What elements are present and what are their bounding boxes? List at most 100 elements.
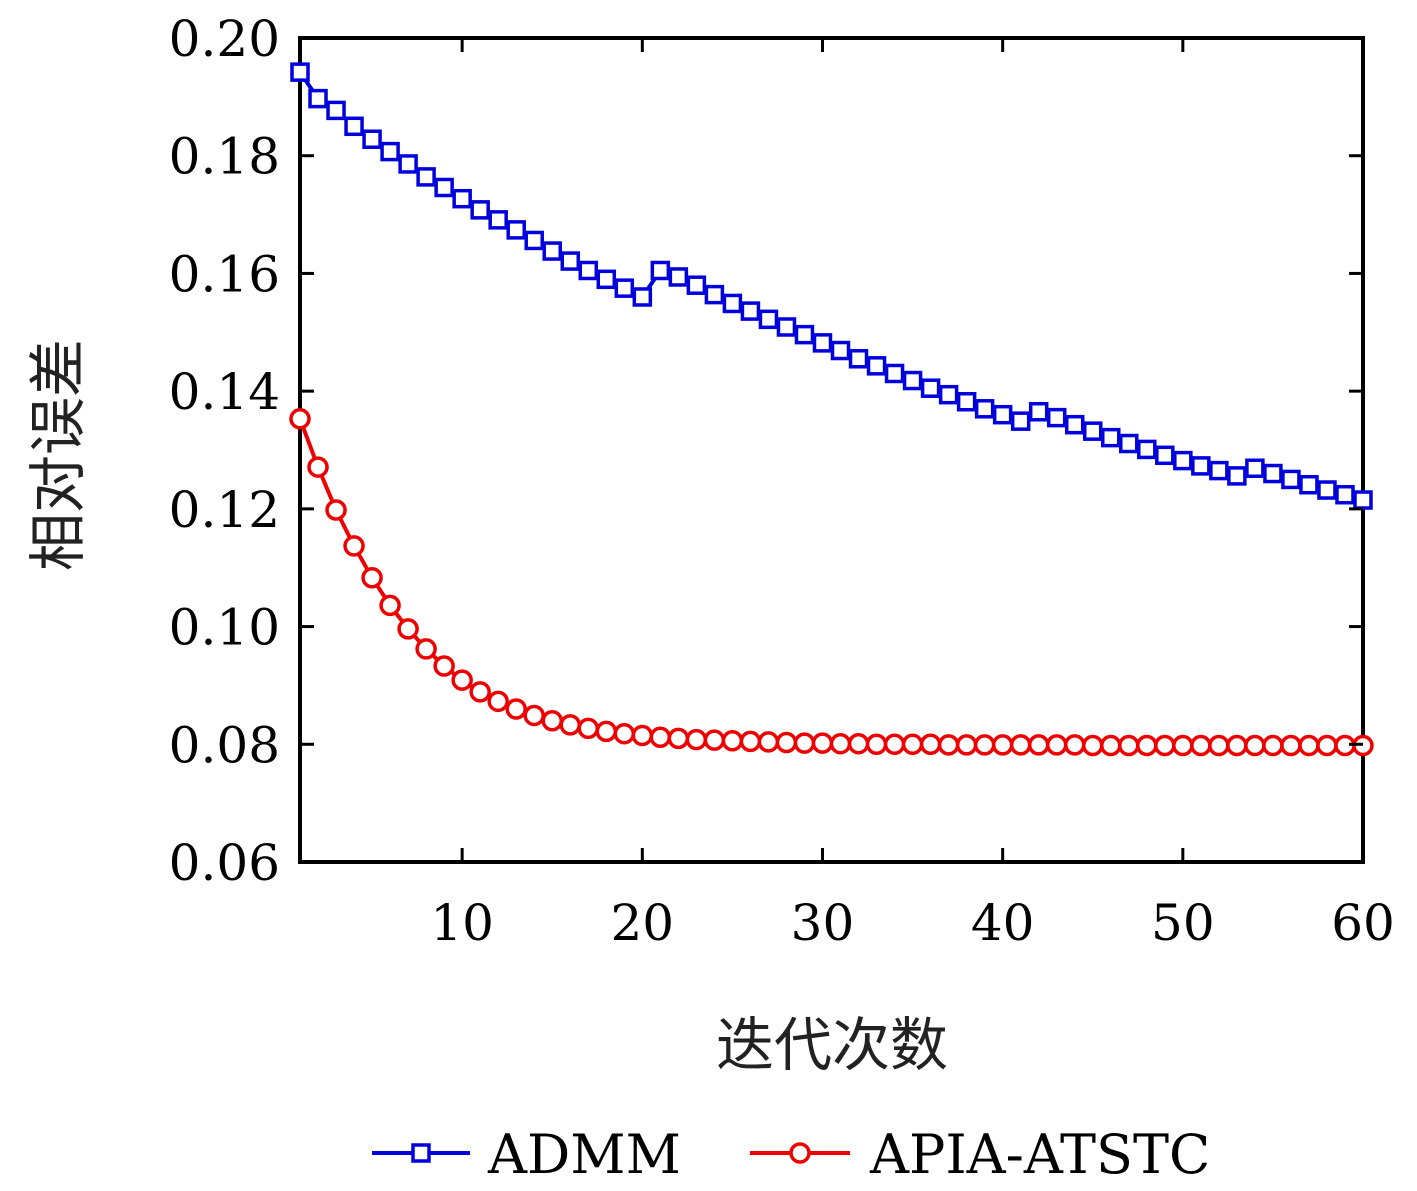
data-point	[1190, 734, 1212, 757]
data-point	[596, 269, 617, 290]
legend-swatch-marker	[789, 1142, 811, 1164]
data-point	[866, 356, 887, 376]
data-point	[775, 731, 798, 754]
y-tick-label: 0.12	[169, 481, 280, 539]
plot-frame	[298, 36, 1365, 864]
data-point	[487, 690, 509, 713]
legend: ADMM APIA-ATSTC	[372, 1123, 1210, 1186]
data-point	[325, 499, 347, 521]
data-point	[793, 732, 816, 754]
series-admm	[290, 62, 1373, 510]
data-point	[1154, 734, 1176, 757]
data-point	[1009, 734, 1032, 756]
x-tick-label: 20	[611, 894, 675, 952]
data-point	[307, 456, 329, 478]
data-point	[919, 733, 942, 756]
data-point	[830, 340, 851, 361]
data-point	[1208, 734, 1230, 757]
data-point	[650, 260, 671, 281]
data-point	[901, 733, 924, 756]
data-point	[722, 293, 743, 314]
data-point	[1118, 734, 1140, 757]
data-point	[1226, 734, 1248, 757]
data-point	[740, 301, 761, 321]
data-point	[1155, 445, 1175, 466]
y-tick-label: 0.06	[169, 834, 280, 892]
data-point	[1245, 458, 1265, 478]
data-point	[1298, 734, 1320, 757]
data-point	[451, 669, 473, 691]
data-point	[1081, 734, 1104, 757]
data-point	[560, 251, 581, 271]
data-point	[1082, 421, 1103, 441]
y-axis-label: 相对误差	[24, 339, 92, 571]
data-point	[433, 655, 455, 677]
data-point	[469, 681, 491, 703]
data-point	[542, 241, 562, 261]
data-point	[614, 278, 635, 298]
data-point	[1045, 734, 1068, 756]
data-point	[289, 408, 311, 430]
data-point	[1227, 466, 1247, 486]
x-tick-label: 40	[971, 894, 1035, 952]
data-point	[848, 349, 869, 369]
data-point	[1119, 433, 1139, 454]
data-point	[991, 734, 1014, 756]
data-point	[847, 732, 870, 755]
data-point	[757, 731, 780, 753]
data-point	[523, 704, 545, 727]
y-tick-label: 0.10	[169, 599, 280, 657]
data-point	[1028, 401, 1049, 422]
data-point	[541, 709, 563, 732]
data-point	[379, 594, 401, 617]
data-point	[362, 129, 382, 149]
data-point	[577, 717, 600, 740]
data-point	[595, 720, 618, 743]
data-point	[938, 384, 959, 405]
data-point	[1010, 411, 1031, 431]
data-point	[308, 88, 328, 109]
data-point	[794, 324, 815, 345]
series-layer	[289, 62, 1374, 757]
data-point	[506, 220, 526, 240]
data-point	[559, 714, 582, 736]
legend-swatch-marker	[411, 1143, 431, 1163]
data-point	[811, 732, 834, 754]
data-point	[776, 317, 797, 337]
data-point	[613, 722, 636, 745]
data-point	[488, 210, 508, 230]
legend-item-admm: ADMM	[372, 1123, 681, 1186]
data-point	[397, 618, 419, 640]
data-point	[973, 734, 996, 756]
data-point	[956, 391, 977, 412]
data-point	[505, 698, 527, 720]
series-apia-atstc	[289, 408, 1374, 757]
y-tick-label: 0.16	[169, 245, 280, 303]
data-point	[649, 726, 672, 748]
data-point	[1064, 414, 1085, 435]
data-point	[1262, 734, 1284, 757]
x-tick-label: 30	[791, 894, 855, 952]
data-point	[1209, 460, 1229, 481]
y-tick-label: 0.14	[169, 363, 280, 421]
data-point	[884, 363, 905, 384]
data-point	[865, 733, 888, 756]
data-point	[1173, 450, 1193, 471]
data-point	[685, 728, 708, 751]
data-point	[739, 730, 762, 753]
data-point	[1136, 734, 1158, 757]
data-point	[1063, 734, 1086, 756]
data-point	[883, 733, 906, 756]
data-point	[667, 727, 690, 750]
data-point	[974, 399, 995, 419]
x-axis-ticks: 10 20 30 40 50 60	[430, 38, 1395, 952]
data-point	[758, 309, 779, 330]
data-point	[1317, 480, 1337, 500]
x-tick-label: 60	[1331, 894, 1395, 952]
data-point	[668, 267, 689, 287]
data-point	[1280, 734, 1302, 757]
data-point	[1101, 427, 1121, 448]
data-point	[812, 333, 833, 353]
data-point	[524, 230, 544, 251]
